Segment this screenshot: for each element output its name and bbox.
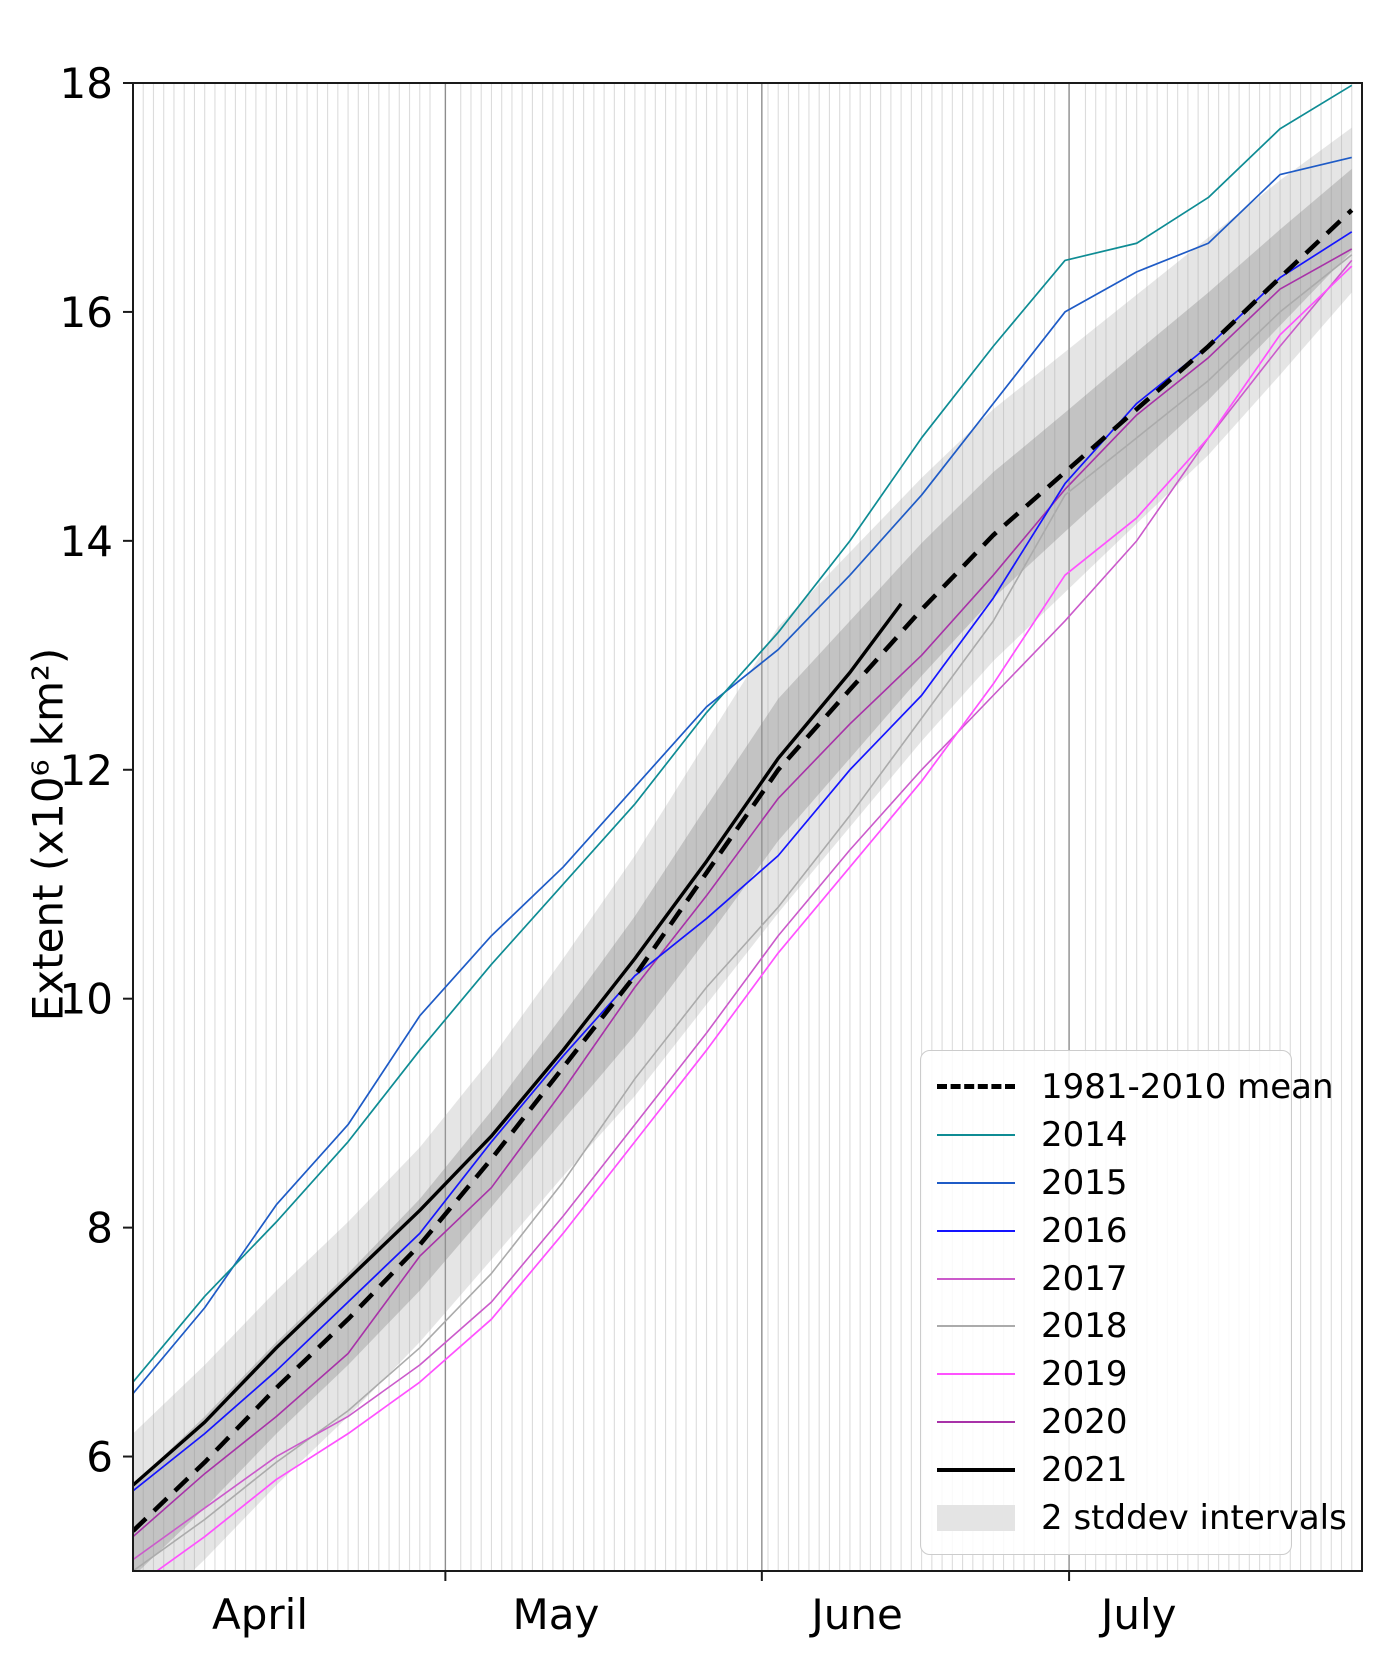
y-tick-label: 8 — [86, 1204, 113, 1253]
y-axis-label: Extent (x10⁶ km²) — [23, 647, 73, 1022]
legend-row: 2016 — [937, 1207, 1275, 1255]
legend-label: 2015 — [1041, 1162, 1128, 1203]
x-tick-label-july: July — [1098, 1590, 1177, 1639]
x-tick-label-june: June — [808, 1590, 902, 1639]
legend-row: 1981-2010 mean — [937, 1063, 1334, 1111]
legend-row: 2014 — [937, 1111, 1275, 1159]
legend-swatch-2018 — [937, 1325, 1015, 1328]
legend-swatch-2021 — [937, 1468, 1015, 1473]
legend-row: 2017 — [937, 1255, 1275, 1303]
y-tick-label: 12 — [60, 746, 113, 795]
y-tick-label: 18 — [60, 59, 113, 108]
legend-label: 1981-2010 mean — [1041, 1066, 1334, 1107]
series-2014 — [133, 84, 1353, 1383]
legend-swatch-2016 — [937, 1229, 1015, 1232]
y-tick-label: 6 — [86, 1433, 113, 1482]
legend-row: 2015 — [937, 1159, 1275, 1207]
y-ticks: 18 16 14 12 10 8 6 — [60, 59, 133, 1482]
legend-label: 2017 — [1041, 1258, 1128, 1299]
axis-spines — [132, 82, 1363, 1572]
legend-label: 2016 — [1041, 1210, 1128, 1251]
legend-swatch-2017 — [937, 1277, 1015, 1280]
series-2015 — [133, 156, 1352, 1395]
legend-row: 2021 — [937, 1446, 1275, 1494]
x-tick-label-may: May — [513, 1590, 600, 1639]
y-tick-label: 14 — [60, 517, 113, 566]
series-2020 — [133, 248, 1353, 1538]
y-tick-label: 16 — [60, 288, 113, 337]
series-2018 — [133, 254, 1353, 1571]
legend-row: 2018 — [937, 1303, 1275, 1351]
series-1981-2010-mean — [133, 208, 1354, 1533]
legend-swatch-2015 — [937, 1181, 1015, 1184]
legend-swatch-stddev-patch — [937, 1505, 1015, 1532]
legend-row: 2 stddev intervals — [937, 1494, 1347, 1542]
legend-label: 2019 — [1041, 1354, 1128, 1395]
legend-row: 2020 — [937, 1398, 1275, 1446]
legend-swatch-2014 — [937, 1133, 1015, 1136]
legend-label: 2014 — [1041, 1114, 1128, 1155]
legend-swatch-1981-2010-mean — [937, 1084, 1015, 1090]
series-2019 — [155, 265, 1353, 1571]
series-2016 — [133, 231, 1353, 1492]
legend-label: 2018 — [1041, 1306, 1128, 1347]
legend-label: 2021 — [1041, 1450, 1128, 1491]
legend-label: 2020 — [1041, 1402, 1128, 1443]
x-ticks: April May June July — [212, 1571, 1177, 1639]
legend-swatch-2020 — [937, 1421, 1015, 1424]
series-2021 — [133, 602, 903, 1487]
legend-row: 2019 — [937, 1350, 1275, 1398]
series-2017 — [133, 259, 1353, 1561]
legend: 1981-2010 mean 2014 2015 2016 2017 2018 2019 20… — [920, 1050, 1347, 1555]
x-tick-label-april: April — [212, 1590, 308, 1639]
y-tick-label: 10 — [60, 975, 113, 1024]
daily-gridlines — [142, 83, 1353, 1571]
legend-label: 2 stddev intervals — [1041, 1498, 1347, 1539]
legend-swatch-2019 — [937, 1373, 1015, 1376]
